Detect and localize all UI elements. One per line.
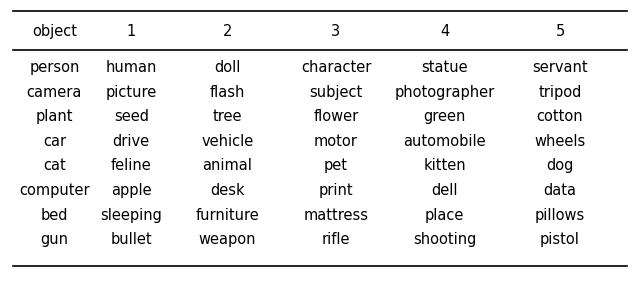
Text: subject: subject bbox=[309, 85, 363, 100]
Text: seed: seed bbox=[114, 109, 148, 124]
Text: drive: drive bbox=[113, 134, 150, 149]
Text: picture: picture bbox=[106, 85, 157, 100]
Text: feline: feline bbox=[111, 158, 152, 173]
Text: photographer: photographer bbox=[395, 85, 495, 100]
Text: animal: animal bbox=[202, 158, 252, 173]
Text: bullet: bullet bbox=[110, 232, 152, 247]
Text: place: place bbox=[425, 208, 465, 223]
Text: plant: plant bbox=[36, 109, 73, 124]
Text: weapon: weapon bbox=[198, 232, 256, 247]
Text: kitten: kitten bbox=[424, 158, 466, 173]
Text: data: data bbox=[543, 183, 577, 198]
Text: desk: desk bbox=[210, 183, 244, 198]
Text: pillows: pillows bbox=[535, 208, 585, 223]
Text: mattress: mattress bbox=[303, 208, 369, 223]
Text: cat: cat bbox=[43, 158, 66, 173]
Text: automobile: automobile bbox=[403, 134, 486, 149]
Text: object: object bbox=[32, 24, 77, 39]
Text: vehicle: vehicle bbox=[201, 134, 253, 149]
Text: person: person bbox=[29, 60, 79, 75]
Text: car: car bbox=[43, 134, 66, 149]
Text: sleeping: sleeping bbox=[100, 208, 162, 223]
Text: gun: gun bbox=[40, 232, 68, 247]
Text: tripod: tripod bbox=[538, 85, 582, 100]
Text: computer: computer bbox=[19, 183, 90, 198]
Text: camera: camera bbox=[27, 85, 82, 100]
Text: tree: tree bbox=[212, 109, 242, 124]
Text: dell: dell bbox=[431, 183, 458, 198]
Text: doll: doll bbox=[214, 60, 241, 75]
Text: flash: flash bbox=[209, 85, 245, 100]
Text: statue: statue bbox=[422, 60, 468, 75]
Text: character: character bbox=[301, 60, 371, 75]
Text: apple: apple bbox=[111, 183, 152, 198]
Text: flower: flower bbox=[314, 109, 358, 124]
Text: human: human bbox=[106, 60, 157, 75]
Text: green: green bbox=[424, 109, 466, 124]
Text: pet: pet bbox=[324, 158, 348, 173]
Text: dog: dog bbox=[547, 158, 573, 173]
Text: 1: 1 bbox=[127, 24, 136, 39]
Text: pistol: pistol bbox=[540, 232, 580, 247]
Text: shooting: shooting bbox=[413, 232, 477, 247]
Text: wheels: wheels bbox=[534, 134, 586, 149]
Text: servant: servant bbox=[532, 60, 588, 75]
Text: 2: 2 bbox=[223, 24, 232, 39]
Text: bed: bed bbox=[41, 208, 68, 223]
Text: motor: motor bbox=[314, 134, 358, 149]
Text: 4: 4 bbox=[440, 24, 449, 39]
Text: cotton: cotton bbox=[537, 109, 583, 124]
Text: rifle: rifle bbox=[322, 232, 350, 247]
Text: 3: 3 bbox=[332, 24, 340, 39]
Text: print: print bbox=[319, 183, 353, 198]
Text: furniture: furniture bbox=[195, 208, 259, 223]
Text: 5: 5 bbox=[556, 24, 564, 39]
